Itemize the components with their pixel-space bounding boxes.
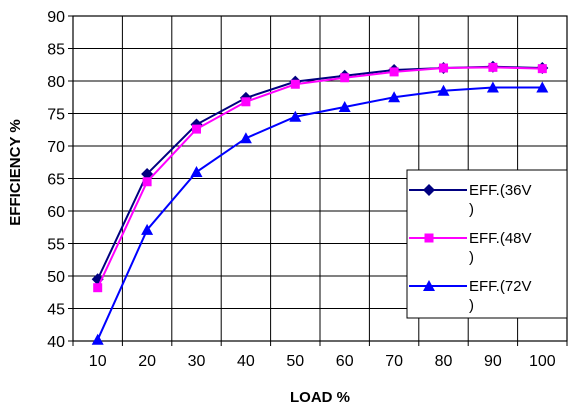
data-point-triangle xyxy=(239,132,252,144)
data-point-triangle xyxy=(437,84,450,96)
x-tick-label: 70 xyxy=(385,353,403,370)
x-tick-label: 50 xyxy=(286,353,304,370)
data-point-triangle xyxy=(423,280,435,291)
data-point-triangle xyxy=(190,166,203,177)
x-tick-label: 20 xyxy=(138,353,156,370)
x-tick-label: 30 xyxy=(188,353,206,370)
y-axis-title: EFFICIENCY % xyxy=(7,119,24,225)
y-tick-label: 45 xyxy=(47,302,65,319)
series-layer xyxy=(91,60,549,345)
y-tick-label: 80 xyxy=(47,74,65,91)
data-point-triangle xyxy=(289,110,302,122)
data-point-triangle xyxy=(536,81,549,93)
y-tick-label: 55 xyxy=(47,237,65,254)
x-axis-ticks: 10 20 30 40 50 60 70 80 90 100 xyxy=(72,341,568,370)
y-tick-label: 70 xyxy=(47,139,65,156)
data-point-square xyxy=(142,177,152,187)
legend-label: EFF.(36V) xyxy=(469,182,532,218)
data-point-square xyxy=(424,233,434,243)
y-tick-label: 60 xyxy=(47,204,65,221)
data-point-square xyxy=(488,62,498,72)
y-tick-label: 65 xyxy=(47,172,65,189)
x-tick-label: 60 xyxy=(336,353,354,370)
x-tick-label: 90 xyxy=(484,353,502,370)
series-2 xyxy=(91,81,549,345)
legend-entry: EFF.(36V) xyxy=(409,182,532,218)
data-point-triangle xyxy=(91,333,104,345)
y-tick-label: 75 xyxy=(47,107,65,124)
data-point-triangle xyxy=(486,81,499,93)
data-point-triangle xyxy=(338,101,351,112)
data-point-square xyxy=(340,73,350,83)
x-tick-label: 10 xyxy=(89,353,107,370)
data-point-diamond xyxy=(423,184,435,196)
x-axis-title: LOAD % xyxy=(290,389,350,406)
legend-entry: EFF.(48V) xyxy=(409,230,532,266)
series-1 xyxy=(93,62,547,293)
legend: EFF.(36V) EFF.(48V) EFF.(72V) xyxy=(406,169,568,319)
data-point-diamond xyxy=(141,167,154,180)
y-tick-label: 85 xyxy=(47,42,65,59)
x-tick-label: 100 xyxy=(529,353,556,370)
data-point-square xyxy=(290,79,300,89)
legend-label: EFF.(72V) xyxy=(469,278,532,314)
data-point-square xyxy=(439,63,448,73)
data-point-triangle xyxy=(388,91,401,103)
y-axis-ticks: 40 45 50 55 60 65 70 75 80 85 90 xyxy=(47,9,73,351)
data-point-square xyxy=(241,97,251,107)
data-point-square xyxy=(192,124,201,134)
data-point-square xyxy=(537,64,547,74)
y-tick-label: 40 xyxy=(47,334,65,351)
x-tick-label: 80 xyxy=(435,353,453,370)
y-tick-label: 50 xyxy=(47,269,65,286)
series-line xyxy=(96,66,543,289)
series-line xyxy=(96,86,543,341)
data-point-square xyxy=(93,283,103,293)
legend-label: EFF.(48V) xyxy=(469,230,532,266)
data-point-square xyxy=(389,67,399,77)
y-tick-label: 90 xyxy=(47,9,65,26)
legend-box xyxy=(406,169,568,319)
legend-entry: EFF.(72V) xyxy=(409,278,532,314)
data-point-triangle xyxy=(141,223,154,235)
x-tick-label: 40 xyxy=(237,353,255,370)
